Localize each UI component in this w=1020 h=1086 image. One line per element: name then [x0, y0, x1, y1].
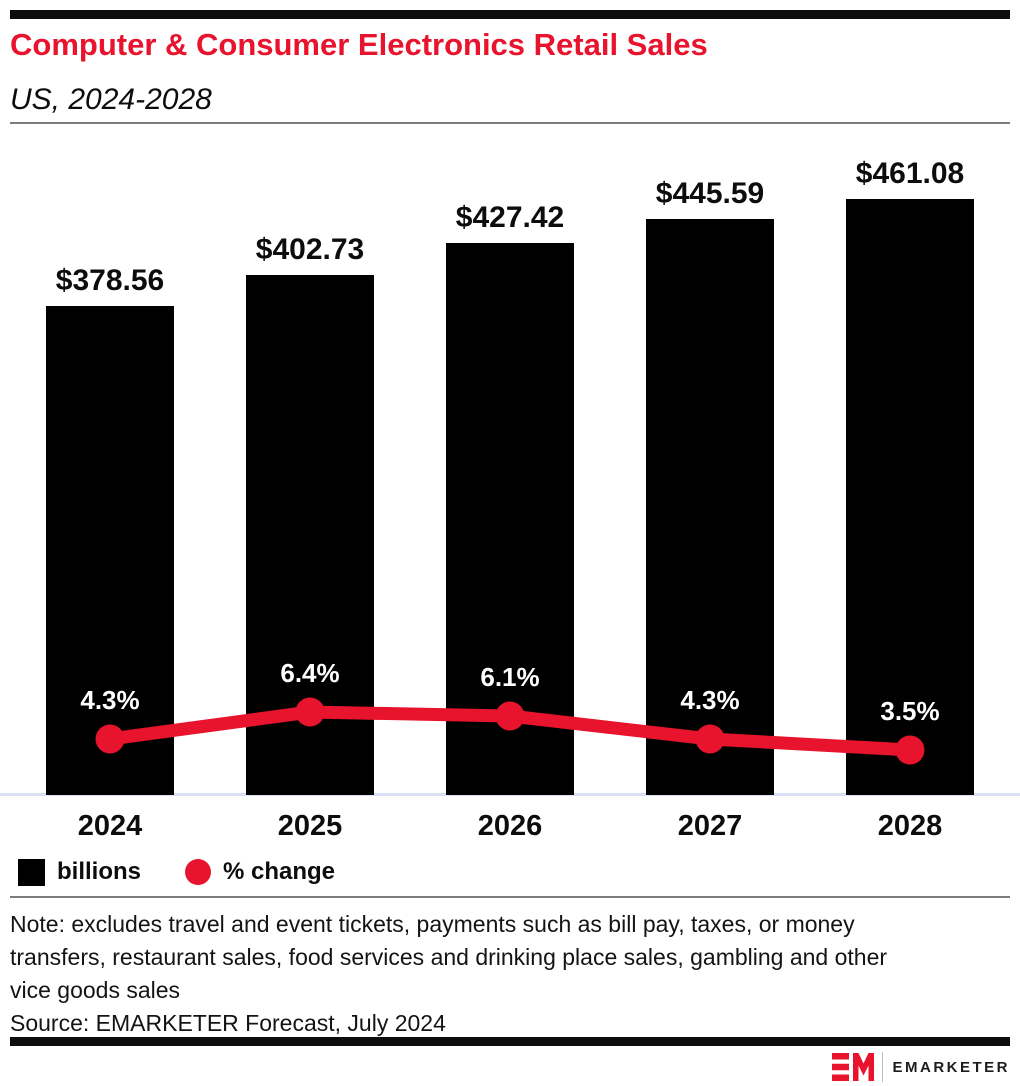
- pct-change-label: 4.3%: [80, 685, 140, 716]
- x-axis-label-2026: 2026: [477, 810, 543, 842]
- bar-2028: [846, 199, 974, 795]
- pct-change-label: 6.1%: [480, 661, 540, 692]
- note-text: Note: excludes travel and event tickets,…: [10, 908, 887, 1007]
- bar-2027: [646, 219, 774, 795]
- header-divider: [10, 122, 1010, 124]
- legend-item-billions: billions: [18, 858, 141, 886]
- note-line: Note: excludes travel and event tickets,…: [10, 911, 855, 937]
- emarketer-em-mark-icon: [832, 1053, 875, 1081]
- x-axis-label-2028: 2028: [877, 810, 943, 842]
- pct-change-dot: [95, 724, 125, 754]
- pct-change-dot: [295, 697, 325, 727]
- pct-change-line: [95, 697, 925, 765]
- source-text: Source: EMARKETER Forecast, July 2024: [10, 1010, 446, 1036]
- x-axis-label-2024: 2024: [77, 810, 143, 842]
- x-axis-label-2025: 2025: [277, 810, 343, 842]
- bar-2024: [46, 306, 174, 795]
- brand-logo: EMARKETER: [832, 1051, 1010, 1083]
- brand-logo-text: EMARKETER: [892, 1058, 1010, 1076]
- logo-divider: [882, 1052, 884, 1082]
- legend-square-swatch: [18, 858, 45, 886]
- bar-value-label: $427.42: [455, 201, 565, 234]
- chart-subtitle: US, 2024-2028: [10, 83, 212, 116]
- bar-value-label: $378.56: [55, 264, 165, 297]
- bar-value-label: $402.73: [255, 233, 365, 266]
- legend-item---change: % change: [185, 858, 335, 886]
- legend: billions % change: [18, 858, 335, 886]
- chart-title: Computer & Consumer Electronics Retail S…: [10, 27, 708, 62]
- pct-change-dot: [695, 724, 725, 754]
- chart-plot-area: $378.56 $402.73 $427.42 $445.59 $461.08 4.3% 6…: [0, 130, 1020, 810]
- note-line: vice goods sales: [10, 977, 181, 1003]
- pct-change-label: 3.5%: [880, 695, 940, 726]
- legend-label: % change: [223, 858, 336, 885]
- pct-change-dot: [495, 701, 525, 731]
- pct-change-dot: [895, 735, 925, 765]
- pct-change-label: 4.3%: [680, 685, 740, 716]
- bottom-accent-bar: [10, 1037, 1010, 1046]
- bar-value-label: $461.08: [855, 157, 965, 190]
- top-accent-bar: [10, 10, 1010, 19]
- x-axis-label-2027: 2027: [677, 810, 743, 842]
- legend-label: billions: [57, 858, 141, 885]
- legend-circle-swatch: [185, 859, 211, 885]
- bar-value-label: $445.59: [655, 177, 765, 210]
- note-line: transfers, restaurant sales, food servic…: [10, 944, 888, 970]
- pct-change-label: 6.4%: [280, 657, 340, 688]
- footer-divider: [10, 896, 1010, 898]
